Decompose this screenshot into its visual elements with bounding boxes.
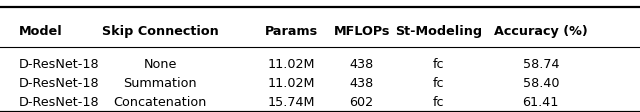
Text: Accuracy (%): Accuracy (%) — [494, 25, 588, 38]
Text: D-ResNet-18: D-ResNet-18 — [19, 76, 100, 89]
Text: D-ResNet-18: D-ResNet-18 — [19, 57, 100, 70]
Text: 602: 602 — [349, 95, 374, 108]
Text: 61.41: 61.41 — [523, 95, 559, 108]
Text: 58.74: 58.74 — [522, 57, 559, 70]
Text: Concatenation: Concatenation — [113, 95, 207, 108]
Text: St-Modeling: St-Modeling — [395, 25, 482, 38]
Text: Summation: Summation — [123, 76, 197, 89]
Text: None: None — [143, 57, 177, 70]
Text: D-ResNet-18: D-ResNet-18 — [19, 95, 100, 108]
Text: 15.74M: 15.74M — [268, 95, 315, 108]
Text: 11.02M: 11.02M — [268, 57, 315, 70]
Text: fc: fc — [433, 76, 444, 89]
Text: 438: 438 — [349, 57, 374, 70]
Text: 58.40: 58.40 — [522, 76, 559, 89]
Text: Params: Params — [264, 25, 318, 38]
Text: Skip Connection: Skip Connection — [102, 25, 218, 38]
Text: MFLOPs: MFLOPs — [333, 25, 390, 38]
Text: Model: Model — [19, 25, 63, 38]
Text: 438: 438 — [349, 76, 374, 89]
Text: fc: fc — [433, 95, 444, 108]
Text: fc: fc — [433, 57, 444, 70]
Text: 11.02M: 11.02M — [268, 76, 315, 89]
